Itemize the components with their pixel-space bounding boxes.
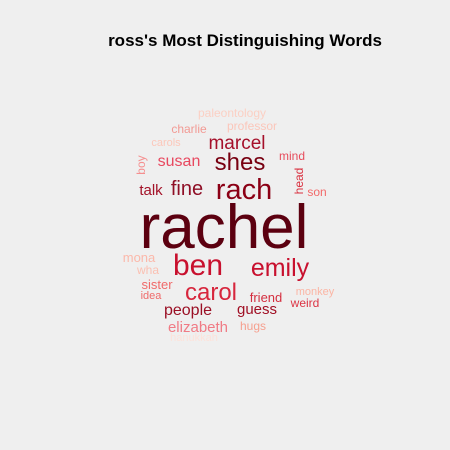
word-marcel: marcel (208, 133, 265, 154)
word-ben: ben (173, 249, 223, 282)
word-paleontology: paleontology (198, 106, 266, 120)
chart-title: ross's Most Distinguishing Words (108, 31, 382, 50)
word-talk: talk (139, 182, 163, 199)
word-wha: wha (136, 263, 159, 277)
word-fine: fine (171, 178, 203, 200)
word-mind: mind (279, 149, 305, 163)
word-boy: boy (134, 155, 148, 174)
word-monkey: monkey (296, 286, 335, 298)
word-carol: carol (185, 279, 237, 306)
word-professor: professor (227, 119, 277, 133)
word-rach: rach (216, 174, 272, 206)
word-charlie: charlie (171, 122, 207, 136)
word-son: son (307, 185, 326, 199)
word-hanukkah: hanukkah (170, 332, 218, 344)
word-susan: susan (158, 153, 201, 170)
word-emily: emily (251, 254, 310, 282)
word-idea: idea (141, 290, 163, 302)
word-shes: shes (215, 149, 266, 176)
word-friend: friend (250, 290, 283, 305)
word-head: head (292, 168, 306, 195)
word-guess: guess (237, 301, 277, 318)
word-people: people (164, 302, 212, 319)
word-elizabeth: elizabeth (168, 319, 228, 336)
word-sister: sister (141, 277, 173, 292)
word-mona: mona (123, 250, 156, 265)
word-rachel: rachel (140, 193, 309, 262)
word-weird: weird (290, 296, 320, 310)
word-hugs: hugs (240, 319, 266, 333)
word-carols: carols (151, 137, 181, 149)
